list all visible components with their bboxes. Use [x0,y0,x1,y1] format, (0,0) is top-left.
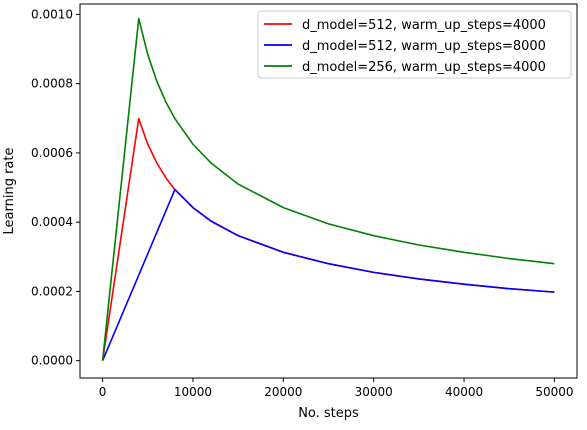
series-line-1 [101,117,555,361]
y-tick-label: 0.0010 [31,7,73,21]
x-tick-label: 40000 [445,385,483,399]
y-axis-label: Learning rate [2,148,17,235]
x-tick-label: 10000 [174,385,212,399]
y-tick-label: 0.0002 [31,284,73,298]
y-tick-label: 0.0006 [31,146,73,160]
legend-label-2: d_model=512, warm_up_steps=8000 [302,39,546,54]
x-tick-label: 20000 [264,385,302,399]
x-axis-label: No. steps [298,406,359,421]
legend-label-1: d_model=512, warm_up_steps=4000 [302,18,546,33]
x-tick-label: 50000 [535,385,573,399]
x-axis: 0 10000 20000 30000 40000 50000 [99,378,574,399]
plot-lines [101,17,555,362]
legend: d_model=512, warm_up_steps=4000 d_model=5… [257,10,572,79]
x-tick-label: 0 [99,385,107,399]
legend-box [257,10,572,79]
series-line-3 [101,17,555,361]
y-tick-label: 0.0008 [31,77,73,91]
series-line-2 [101,188,555,362]
y-tick-label: 0.0004 [31,215,73,229]
y-tick-label: 0.0000 [31,354,73,368]
y-axis: 0.0000 0.0002 0.0004 0.0006 0.0008 0.0010 [31,7,80,368]
legend-label-3: d_model=256, warm_up_steps=4000 [302,60,546,75]
plot-frame [79,3,578,379]
x-tick-label: 30000 [355,385,393,399]
